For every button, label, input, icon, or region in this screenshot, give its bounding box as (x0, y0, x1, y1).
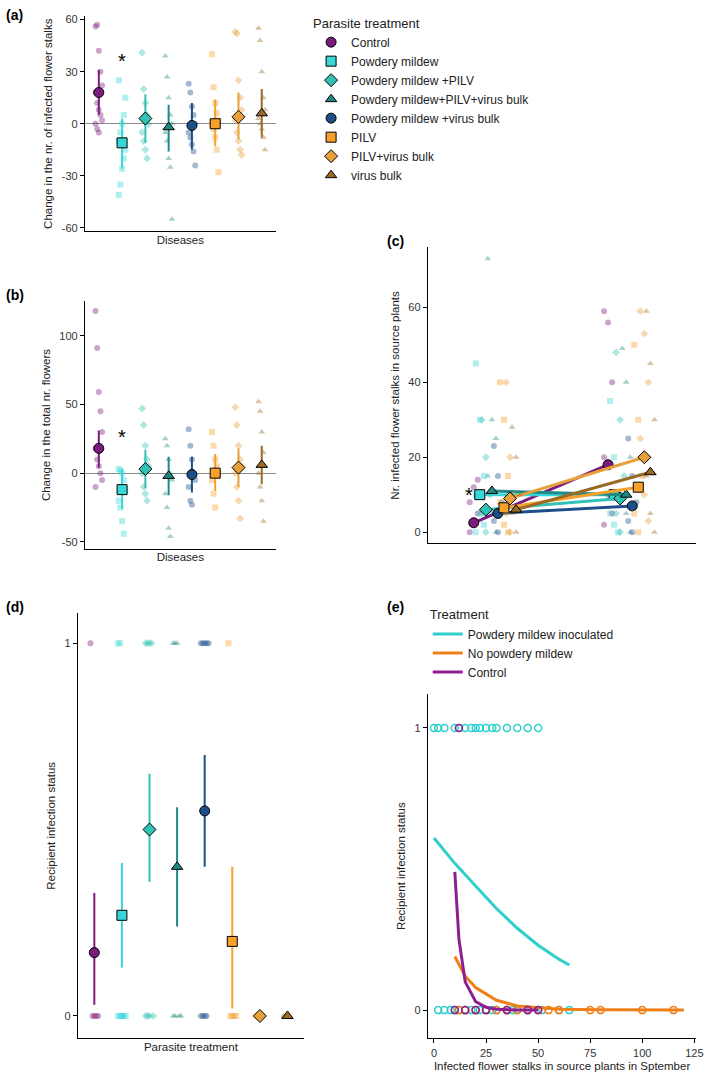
svg-text:Powdery mildew: Powdery mildew (351, 55, 439, 69)
svg-text:virus bulk: virus bulk (351, 169, 403, 183)
svg-text:PILV: PILV (351, 131, 376, 145)
svg-text:(c): (c) (387, 233, 404, 249)
svg-text:-50: -50 (62, 536, 78, 548)
svg-text:Parasite treatment: Parasite treatment (313, 16, 420, 31)
svg-text:Diseases: Diseases (157, 234, 205, 246)
svg-text:No powdery mildew: No powdery mildew (468, 647, 573, 661)
svg-text:Powdery mildew+PILV+virus bulk: Powdery mildew+PILV+virus bulk (351, 93, 529, 107)
svg-text:0: 0 (431, 1047, 437, 1059)
svg-text:Powdery mildew +PILV: Powdery mildew +PILV (351, 74, 474, 88)
svg-text:0: 0 (72, 118, 78, 130)
svg-text:*: * (118, 426, 126, 448)
svg-text:Recipient infection status: Recipient infection status (395, 802, 407, 930)
svg-text:*: * (465, 484, 473, 506)
svg-text:1: 1 (64, 637, 70, 649)
svg-text:20: 20 (408, 451, 420, 463)
svg-text:30: 30 (65, 66, 77, 78)
svg-text:60: 60 (408, 301, 420, 313)
svg-text:75: 75 (584, 1047, 596, 1059)
svg-text:Powdery mildew inoculated: Powdery mildew inoculated (468, 628, 613, 642)
svg-text:40: 40 (408, 376, 420, 388)
svg-text:-60: -60 (62, 222, 78, 234)
svg-text:PILV+virus bulk: PILV+virus bulk (351, 150, 435, 164)
svg-text:0: 0 (414, 1004, 420, 1016)
svg-text:Parasite treatment: Parasite treatment (144, 1041, 239, 1053)
svg-text:-30: -30 (62, 170, 78, 182)
svg-text:(e): (e) (387, 599, 404, 615)
svg-text:Infected flower stalks in sour: Infected flower stalks in source plants … (434, 1060, 690, 1072)
svg-text:60: 60 (65, 13, 77, 25)
svg-text:50: 50 (532, 1047, 544, 1059)
svg-text:(d): (d) (6, 599, 24, 615)
svg-text:Treatment: Treatment (430, 607, 489, 622)
svg-text:Recipient infection status: Recipient infection status (45, 762, 57, 890)
svg-text:0: 0 (72, 467, 78, 479)
svg-text:0: 0 (414, 526, 420, 538)
svg-text:125: 125 (685, 1047, 703, 1059)
svg-text:Control: Control (351, 36, 390, 50)
svg-text:(a): (a) (6, 7, 23, 23)
svg-text:(b): (b) (6, 287, 24, 303)
svg-text:Control: Control (468, 666, 507, 680)
svg-text:100: 100 (59, 330, 77, 342)
svg-text:Change in the total nr. flower: Change in the total nr. flowers (40, 349, 52, 501)
svg-text:1: 1 (414, 722, 420, 734)
svg-text:0: 0 (64, 1010, 70, 1022)
svg-text:*: * (118, 50, 126, 72)
svg-text:100: 100 (633, 1047, 651, 1059)
svg-text:Change in the nr. of infected: Change in the nr. of infected flower sta… (42, 18, 54, 229)
svg-text:Powdery mildew +virus bulk: Powdery mildew +virus bulk (351, 112, 500, 126)
svg-text:Diseases: Diseases (157, 551, 205, 563)
svg-text:50: 50 (65, 398, 77, 410)
svg-text:25: 25 (480, 1047, 492, 1059)
svg-text:Nr. infected flower stalks in: Nr. infected flower stalks in source pla… (389, 291, 401, 500)
